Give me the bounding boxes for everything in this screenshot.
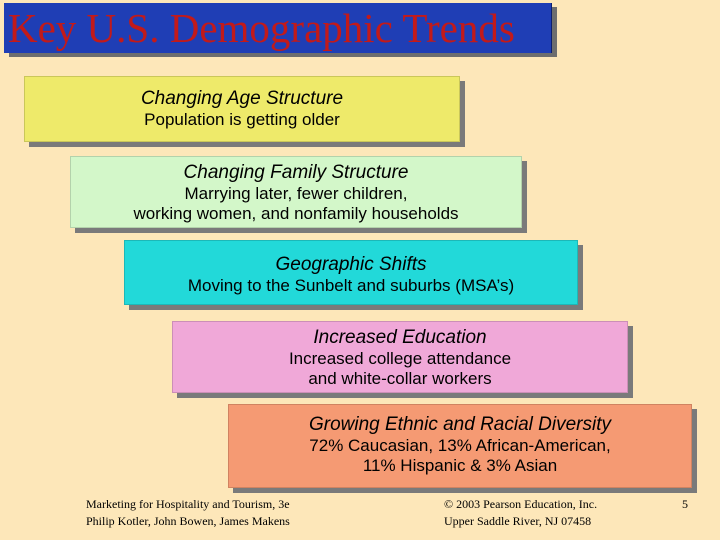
trend-detail: 72% Caucasian, 13% African-American, (309, 436, 611, 455)
trend-detail: and white-collar workers (308, 369, 492, 388)
trend-detail: Moving to the Sunbelt and suburbs (MSA’s… (187, 276, 515, 295)
trend-detail: working women, and nonfamily households (133, 204, 459, 223)
footer-authors: Philip Kotler, John Bowen, James Makens (86, 514, 290, 528)
trend-box-age-structure: Changing Age Structure Population is get… (24, 76, 460, 142)
page-number: 5 (682, 497, 688, 511)
footer-book-info: Marketing for Hospitality and Tourism, 3… (86, 496, 290, 530)
trend-heading: Changing Age Structure (140, 88, 344, 109)
footer-copyright: © 2003 Pearson Education, Inc. (444, 497, 598, 511)
trend-heading: Geographic Shifts (275, 254, 427, 275)
trend-box-education: Increased Education Increased college at… (172, 321, 628, 393)
trend-detail: Population is getting older (144, 110, 340, 129)
footer-publisher-info: © 2003 Pearson Education, Inc. Upper Sad… (444, 496, 597, 530)
footer-book-title: Marketing for Hospitality and Tourism, 3… (86, 497, 290, 511)
trend-heading: Growing Ethnic and Racial Diversity (308, 414, 611, 435)
trend-box-geographic-shifts: Geographic Shifts Moving to the Sunbelt … (124, 240, 578, 305)
trend-heading: Changing Family Structure (183, 162, 409, 183)
trend-detail: 11% Hispanic & 3% Asian (362, 456, 558, 475)
trend-heading: Increased Education (313, 327, 487, 348)
trend-detail: Increased college attendance (288, 349, 512, 368)
trend-box-family-structure: Changing Family Structure Marrying later… (70, 156, 522, 228)
trend-box-diversity: Growing Ethnic and Racial Diversity 72% … (228, 404, 692, 488)
footer-publisher: Upper Saddle River, NJ 07458 (444, 514, 592, 528)
trend-detail: Marrying later, fewer children, (184, 184, 408, 203)
slide-title: Key U.S. Demographic Trends (4, 3, 552, 53)
